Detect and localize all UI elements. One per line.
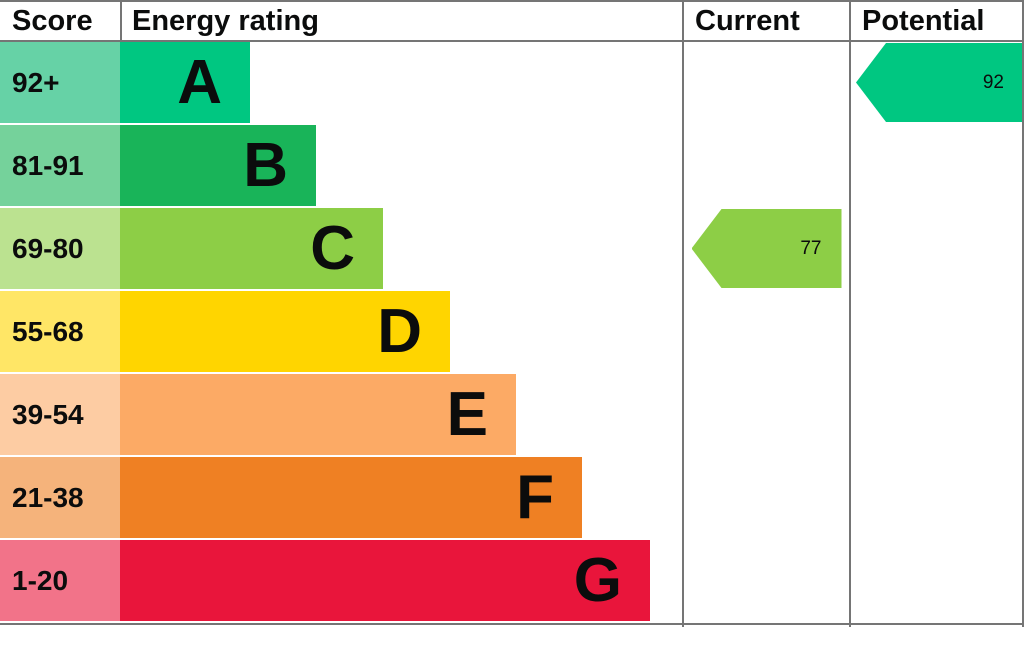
band-bar-area: F [120,457,683,538]
epc-row-b: 81-91 B [0,125,1024,208]
score-range-a: 92+ [0,42,120,123]
current-cell [683,374,850,455]
band-bar-a: A [120,42,250,123]
band-bar-c: C [120,208,383,289]
header-energy-rating: Energy rating [132,4,319,37]
current-cell [683,291,850,372]
epc-row-d: 55-68 D [0,291,1024,374]
band-bar-area: A [120,42,683,123]
column-divider-potential [849,2,851,627]
potential-rating-arrow-value: 92 [982,71,1004,93]
band-bar-f: F [120,457,582,538]
header-potential: Potential [862,4,985,37]
potential-cell [850,208,1024,289]
band-letter-d: D [377,296,422,366]
band-letter-e: E [446,379,488,449]
band-bar-area: B [120,125,683,206]
band-bar-area: E [120,374,683,455]
band-bar-b: B [120,125,316,206]
current-cell [683,42,850,123]
score-range-f: 21-38 [0,457,120,538]
potential-cell: 92 [850,42,1024,123]
current-rating-arrow-value: 77 [800,237,822,259]
chart-right-border [1022,2,1024,627]
epc-row-c: 69-80 C 77 [0,208,1024,291]
potential-cell [850,540,1024,621]
score-range-g: 1-20 [0,540,120,621]
band-letter-f: F [516,462,554,532]
band-bar-e: E [120,374,516,455]
band-letter-g: G [573,545,622,615]
current-rating-arrow: 77 [691,209,842,288]
score-range-e: 39-54 [0,374,120,455]
current-cell [683,457,850,538]
epc-row-g: 1-20 G [0,540,1024,623]
band-bar-area: D [120,291,683,372]
epc-rows: 92+ A 92 81-91 B 69-80 C 77 55-68 D 39-54 E 21-38 F 1-… [0,42,1024,625]
band-bar-g: G [120,540,650,621]
band-letter-b: B [243,130,288,200]
epc-chart: Score Energy rating Current Potential 92… [0,0,1024,627]
epc-row-e: 39-54 E [0,374,1024,457]
band-bar-area: C [120,208,683,289]
epc-header-row: Score Energy rating Current Potential [0,2,1024,42]
band-bar-area: G [120,540,683,621]
epc-row-f: 21-38 F [0,457,1024,540]
epc-row-a: 92+ A 92 [0,42,1024,125]
current-cell [683,125,850,206]
potential-cell [850,457,1024,538]
column-divider-score [120,2,122,42]
column-divider-current [682,2,684,627]
current-cell: 77 [683,208,850,289]
score-range-c: 69-80 [0,208,120,289]
header-current: Current [695,4,800,37]
potential-cell [850,125,1024,206]
score-range-d: 55-68 [0,291,120,372]
potential-rating-arrow: 92 [856,43,1024,122]
band-letter-a: A [177,47,222,117]
header-score: Score [12,4,93,37]
score-range-b: 81-91 [0,125,120,206]
potential-cell [850,374,1024,455]
current-cell [683,540,850,621]
band-bar-d: D [120,291,450,372]
potential-cell [850,291,1024,372]
band-letter-c: C [310,213,355,283]
